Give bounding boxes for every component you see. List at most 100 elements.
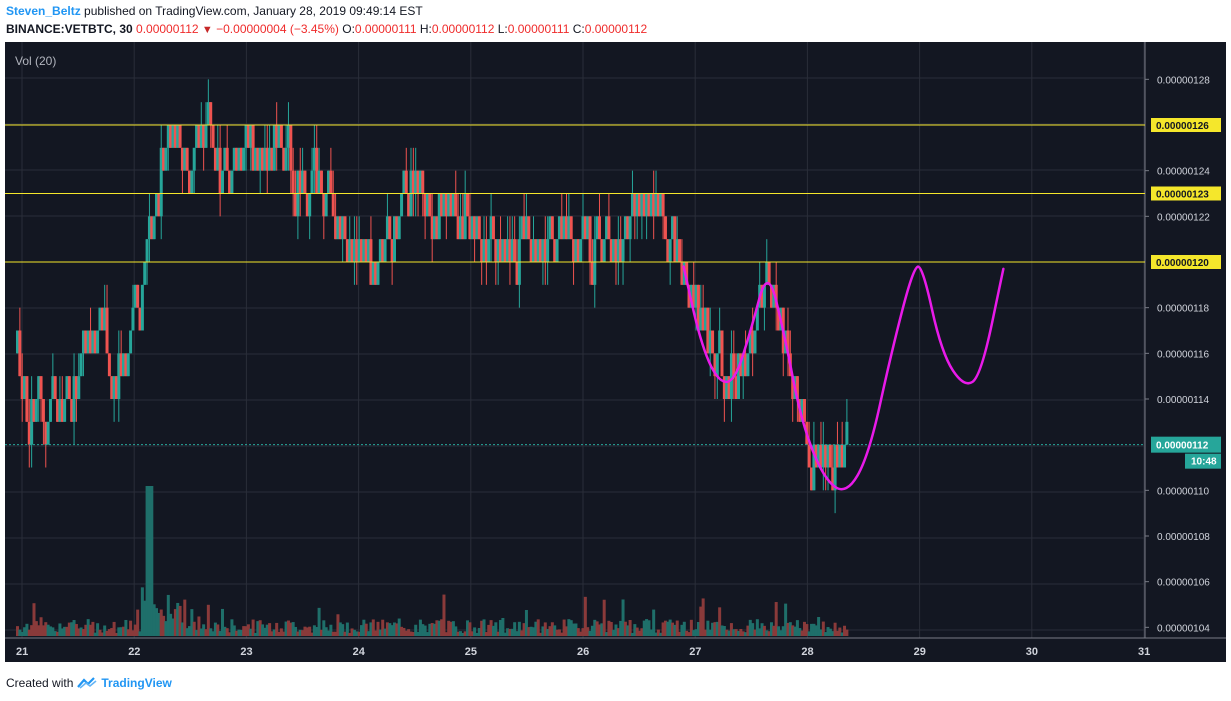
volume-bar	[590, 625, 594, 636]
candle-body	[392, 216, 396, 262]
x-tick-label: 26	[577, 646, 589, 658]
candle-body	[480, 239, 484, 262]
author-link[interactable]: Steven_Beltz	[6, 4, 81, 18]
x-tick-label: 31	[1138, 646, 1150, 658]
volume-bar	[169, 613, 173, 636]
candle-body	[86, 330, 90, 354]
candle-body	[331, 193, 335, 217]
volume-bar	[706, 620, 710, 636]
candle-body	[704, 307, 708, 331]
volume-bar	[680, 624, 684, 636]
volume-bar	[157, 612, 161, 636]
volume-bar	[722, 625, 726, 636]
volume-bar	[232, 625, 236, 636]
tradingview-brand[interactable]: TradingView	[101, 676, 172, 690]
candle-body	[767, 262, 771, 285]
volume-bar	[188, 626, 192, 636]
high-label: H:	[419, 22, 432, 36]
volume-bar	[798, 628, 802, 636]
volume-bar	[133, 624, 137, 636]
candle-body	[654, 193, 658, 217]
volume-bar	[729, 623, 733, 636]
volume-bar	[520, 630, 524, 636]
candle-body	[800, 399, 804, 422]
candle-body	[451, 193, 455, 217]
candle-body	[466, 193, 470, 217]
volume-bar	[385, 622, 389, 636]
volume-bar	[529, 626, 533, 636]
candle-body	[345, 239, 349, 262]
candle-body	[539, 239, 543, 262]
candle-body	[23, 376, 27, 399]
volume-bar	[327, 630, 331, 636]
candle-body	[122, 353, 126, 377]
volume-bar	[583, 596, 587, 636]
volume-bar	[564, 626, 568, 636]
candle-body	[640, 193, 644, 217]
candle-body	[729, 353, 733, 399]
volume-bar	[199, 628, 203, 636]
candle-body	[661, 193, 665, 217]
candle-body	[162, 147, 166, 171]
chart-background	[5, 42, 1226, 662]
candle-body	[444, 193, 448, 217]
x-tick-label: 24	[353, 646, 366, 658]
candle-body	[845, 421, 849, 445]
volume-bar	[810, 623, 814, 636]
candle-body	[482, 239, 486, 262]
candle-body	[562, 216, 566, 240]
volume-bar	[60, 628, 64, 636]
candle-body	[39, 376, 43, 399]
volume-bar	[562, 619, 566, 636]
volume-bar	[294, 626, 298, 636]
volume-bar	[501, 617, 505, 636]
volume-bar	[748, 619, 752, 636]
chart-panel[interactable]: 0.00000128 0.00000124 0.00000122 0.00000118…	[5, 42, 1226, 662]
price-chart[interactable]: 0.00000128 0.00000124 0.00000122 0.00000118…	[5, 42, 1226, 662]
candle-body	[199, 125, 203, 148]
y-tick-label: 0.00000116	[1157, 349, 1210, 360]
candle-body	[209, 102, 213, 125]
candle-body	[402, 170, 406, 194]
volume-bar	[532, 627, 536, 636]
volume-bar	[560, 632, 564, 636]
volume-bar	[388, 623, 392, 636]
volume-bar	[129, 620, 133, 636]
candle-body	[623, 216, 627, 240]
y-tick-label: 0.00000104	[1157, 623, 1210, 634]
candle-body	[100, 307, 104, 331]
drawn-pattern-curve[interactable]	[682, 265, 1005, 491]
candle-body	[843, 444, 847, 468]
candle-body	[32, 399, 36, 422]
volume-bar	[329, 624, 333, 636]
volume-bar	[253, 632, 257, 636]
candle-body	[628, 216, 632, 240]
candle-body	[334, 216, 338, 240]
volume-indicator-label[interactable]: Vol (20)	[15, 54, 57, 68]
volume-bar	[126, 629, 130, 636]
volume-bar	[428, 623, 432, 636]
volume-bar	[444, 632, 448, 636]
volume-bar	[713, 622, 717, 636]
volume-bar	[663, 620, 667, 636]
candle-body	[454, 193, 458, 217]
volume-bar	[381, 619, 385, 636]
candle-body	[614, 239, 618, 262]
volume-bar	[171, 618, 175, 636]
candle-body	[678, 239, 682, 262]
x-tick-label: 23	[240, 646, 252, 658]
volume-bar	[685, 630, 689, 636]
candle-body	[385, 216, 389, 240]
volume-bar	[704, 629, 708, 636]
volume-bar	[437, 620, 441, 636]
volume-bar	[461, 632, 465, 636]
candle-body	[310, 170, 314, 194]
volume-bar	[355, 631, 359, 636]
candle-body	[626, 216, 630, 240]
volume-bar	[607, 620, 611, 636]
candle-body	[546, 239, 550, 262]
volume-bar	[522, 623, 526, 636]
candle-body	[430, 216, 434, 240]
candle-body	[572, 239, 576, 262]
volume-bar	[308, 626, 312, 636]
